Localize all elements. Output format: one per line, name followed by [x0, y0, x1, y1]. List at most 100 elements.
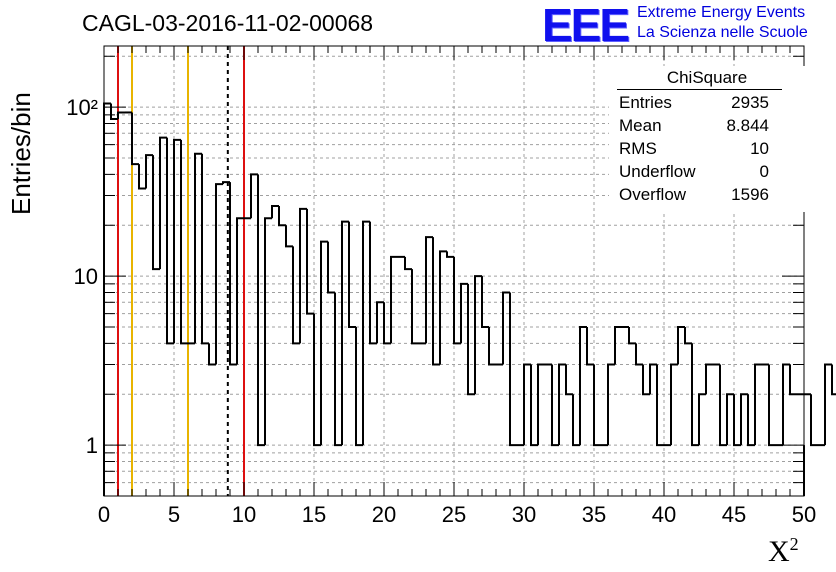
stats-key: Overflow: [619, 185, 687, 204]
x-axis-label: X2: [768, 534, 799, 569]
stats-key: Mean: [619, 116, 662, 135]
histogram-bar: [614, 326, 622, 365]
histogram-bar: [656, 364, 664, 447]
histogram-bar: [446, 251, 454, 258]
histogram-bar: [236, 217, 244, 365]
histogram-bar: [502, 291, 510, 365]
histogram-bar: [551, 364, 559, 447]
y-tick-label: 10: [74, 264, 98, 289]
histogram-bar: [362, 220, 370, 446]
histogram-bar: [698, 393, 706, 446]
x-tick-label: 50: [792, 502, 816, 527]
histogram-bar: [159, 136, 167, 270]
stats-row-underflow: Underflow 0: [619, 162, 769, 184]
histogram-bar: [229, 182, 237, 366]
histogram-bar: [768, 364, 776, 447]
histogram-bar: [460, 282, 468, 344]
histogram-bar: [432, 237, 440, 366]
x-axis-label-base: X: [768, 535, 790, 568]
histogram-bar: [705, 363, 713, 395]
histogram-bar: [152, 155, 160, 271]
histogram-bar: [313, 313, 321, 447]
histogram-bar: [215, 183, 223, 365]
histogram-bar: [754, 363, 762, 446]
histogram-bar: [635, 343, 643, 366]
histogram-bar: [110, 103, 118, 121]
stats-value: 1596: [731, 185, 769, 204]
stats-key: Entries: [619, 93, 672, 112]
y-axis-label: Entries/bin: [6, 92, 36, 215]
histogram-bar: [180, 139, 188, 345]
histogram-bar: [474, 275, 482, 395]
stats-key: RMS: [619, 139, 657, 158]
histogram-bar: [509, 292, 517, 447]
histogram-bar: [425, 236, 433, 344]
stats-row-entries: Entries 2935: [619, 93, 769, 115]
histogram-bar: [530, 364, 538, 447]
histogram-bar: [348, 221, 356, 329]
x-tick-label: 30: [512, 502, 536, 527]
histogram-bar: [404, 256, 412, 271]
histogram-bar: [327, 241, 335, 294]
tick-labels: 0 5 10 15 20 25 30 35 40 45 50 1 10 10²: [66, 95, 816, 527]
x-tick-label: 15: [302, 502, 326, 527]
histogram-bar: [222, 181, 230, 185]
histogram-bar: [726, 393, 734, 446]
histogram-bar: [334, 292, 342, 447]
stats-box: ChiSquare Entries 2935 Mean 8.844 RMS 10…: [609, 66, 805, 212]
histogram-bar: [285, 225, 293, 248]
histogram-bar: [201, 153, 209, 345]
x-tick-label: 20: [372, 502, 396, 527]
histogram-bar: [306, 208, 314, 315]
histogram-bar: [579, 326, 587, 446]
stats-row-mean: Mean 8.844: [619, 116, 769, 138]
eee-logo: EEE: [542, 0, 630, 51]
histogram-bar: [194, 152, 202, 344]
histogram-bar: [173, 138, 181, 344]
histogram-bar: [824, 363, 832, 446]
histogram-bar: [341, 220, 349, 446]
histogram-bar: [320, 240, 328, 446]
histogram-bar: [390, 255, 398, 344]
histogram-bar: [607, 363, 615, 446]
stats-value: 8.844: [726, 116, 769, 135]
x-tick-label: 0: [98, 502, 110, 527]
histogram-bar: [586, 327, 594, 366]
histogram-bar: [208, 343, 216, 366]
histogram-bar: [292, 246, 300, 345]
histogram-bar: [369, 221, 377, 345]
histogram-bar: [740, 393, 748, 446]
histogram-bar: [264, 217, 272, 446]
stats-value: 0: [759, 162, 769, 181]
x-tick-label: 35: [582, 502, 606, 527]
histogram-bar: [537, 363, 545, 446]
histogram-bar: [733, 394, 741, 447]
x-tick-label: 40: [652, 502, 676, 527]
logo-line-1: Extreme Energy Events: [637, 4, 806, 21]
stats-row-rms: RMS 10: [619, 139, 769, 161]
histogram-bar: [593, 364, 601, 447]
stats-title: ChiSquare: [666, 68, 748, 87]
stats-row-overflow: Overflow 1596: [619, 185, 769, 207]
histogram-bar: [383, 302, 391, 345]
histogram-bar: [467, 283, 475, 396]
histogram-bar: [103, 102, 111, 496]
histogram-bar: [481, 276, 489, 329]
stats-value: 10: [750, 139, 769, 158]
logo-line-2: La Scienza nelle Scuole: [637, 24, 808, 41]
histogram-bar: [411, 269, 419, 345]
y-tick-label: 10²: [66, 95, 98, 120]
histogram-bar: [257, 174, 265, 447]
histogram-bar: [138, 164, 146, 190]
stats-divider: [617, 89, 782, 90]
stats-value: 2935: [731, 93, 769, 112]
histogram-bar: [642, 364, 650, 396]
histogram-bar: [677, 326, 685, 365]
histogram-bar: [355, 327, 363, 447]
histogram-bar: [649, 363, 657, 395]
histogram-bar: [810, 394, 818, 447]
histogram-bar: [670, 363, 678, 446]
marker-lines: [117, 46, 245, 496]
logo-text: Extreme Energy Events La Scienza nelle S…: [637, 3, 808, 43]
histogram-bar: [684, 327, 692, 345]
